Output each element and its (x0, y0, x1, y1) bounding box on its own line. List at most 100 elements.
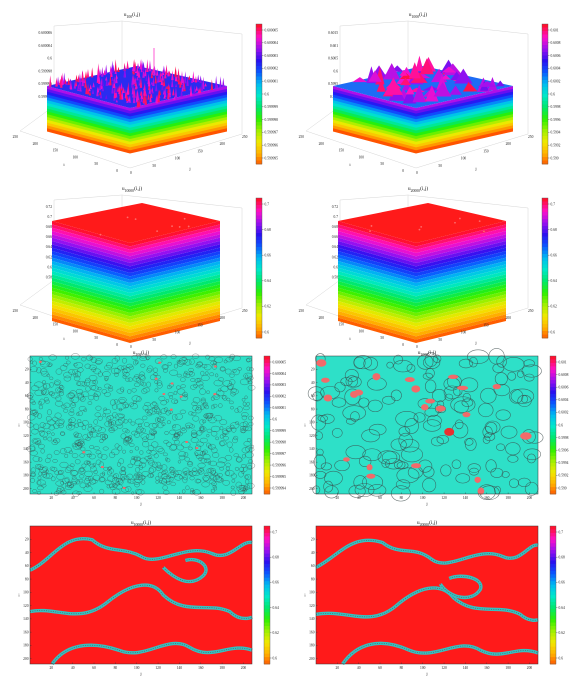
colorbar-segment (256, 243, 262, 248)
contour-blob (208, 467, 214, 474)
contour-blob (160, 354, 168, 360)
z-tick-label: 0.62 (46, 255, 52, 259)
surface-face-left (52, 271, 130, 297)
contour-blob (106, 484, 111, 489)
surface-peak (111, 81, 114, 94)
z-tick-label: 0.600004 (39, 44, 53, 48)
contour-blob (192, 415, 200, 422)
contour-blob (68, 450, 73, 454)
surface-face-right (416, 274, 506, 300)
surface-peak (210, 79, 214, 90)
axis-line (339, 194, 409, 201)
contour-blob (69, 398, 74, 402)
contour-blob (76, 412, 80, 416)
contour-blob (93, 379, 98, 385)
j-tick-label: 200 (220, 142, 226, 146)
contour-blob (95, 405, 102, 411)
contour-blob (155, 446, 164, 453)
surface-face-right (416, 241, 506, 267)
colorbar-segment (264, 421, 270, 426)
contour-blob (377, 450, 398, 465)
contour-blob (242, 420, 249, 428)
contour-blob (139, 371, 145, 377)
x-tick-label: 160 (484, 496, 490, 500)
surface-face-right (130, 291, 220, 317)
contour-blob (169, 395, 173, 400)
colorbar-segment (550, 560, 556, 565)
colorbar-segment (256, 143, 262, 147)
contour-blob (90, 465, 97, 473)
x-tick-label: 180 (219, 496, 225, 500)
colorbar-segment (550, 643, 556, 648)
surface-peak (79, 76, 82, 89)
contour-blob (206, 390, 210, 394)
contour-blob (154, 408, 162, 414)
contour-blob (444, 393, 454, 401)
contour-blob (395, 410, 419, 427)
contour-blob (173, 390, 178, 395)
contour-blob (234, 408, 240, 413)
contour-blob (167, 361, 172, 366)
contour-blob (416, 354, 434, 370)
colorbar-tick-label: 0.6 (265, 330, 270, 334)
colorbar-segment (264, 543, 270, 548)
colorbar-segment (256, 136, 262, 140)
x-tick-label: 120 (155, 666, 161, 670)
surface-face-left (52, 317, 130, 343)
y-tick-label: 40 (311, 551, 315, 555)
surface-face-right (416, 88, 513, 115)
colorbar-segment (550, 473, 556, 478)
contour-blob (56, 473, 65, 480)
surface-peak (112, 64, 115, 72)
x-tick-label: 160 (198, 496, 204, 500)
colorbar-tick-label: 0.600005 (265, 28, 279, 32)
contour-blob (424, 379, 437, 393)
y-tick-label: 140 (23, 617, 29, 621)
contour-blob (135, 474, 143, 480)
contour-blob (50, 392, 60, 399)
colorbar-segment (264, 438, 270, 443)
contour-blob (390, 438, 407, 451)
contour-blob (233, 368, 240, 376)
surface-face-right (416, 304, 506, 330)
surface-face-left (333, 102, 416, 129)
contour-blob (122, 374, 127, 379)
j-tick-label: 150 (483, 149, 489, 153)
surface-face-right (130, 264, 220, 290)
contour-blob (509, 389, 524, 404)
surface-face-right (130, 114, 227, 140)
contour-blob (184, 373, 191, 379)
surface-face-left (47, 94, 130, 120)
contour-blob (84, 478, 91, 484)
contour-blob (451, 459, 462, 469)
surface-face-right (130, 111, 227, 137)
colorbar-segment (264, 373, 270, 378)
contour-blob (47, 436, 53, 442)
colorbar-tick-label: 0.599996 (265, 144, 279, 148)
colorbar-tick-label: 0.6008 (559, 373, 569, 377)
surface-face-left (47, 102, 130, 129)
surface-peak (174, 87, 178, 98)
contour-blob (124, 437, 129, 443)
surface-face-left (333, 108, 416, 134)
contour-blob (155, 417, 160, 423)
contour-blob (363, 357, 378, 371)
surface-peak (167, 86, 170, 93)
surface-peak (172, 88, 175, 96)
x-tick-label: 180 (505, 496, 511, 500)
surface-face-right (416, 227, 506, 253)
z-tick-label: 0.6 (334, 69, 339, 73)
contour-blob (108, 387, 114, 392)
colorbar-segment (550, 650, 556, 655)
contour-blob (108, 427, 115, 433)
contour-blob (492, 363, 505, 374)
surface-face-right (416, 247, 506, 273)
surface-peak (121, 87, 124, 100)
surface-peak (126, 60, 129, 70)
contour-blob (194, 478, 201, 484)
contour-blob (467, 349, 490, 364)
colorbar-segment (550, 483, 556, 488)
contour-blob (430, 436, 444, 447)
contour-blob (119, 470, 127, 475)
contour-blob (131, 395, 141, 402)
